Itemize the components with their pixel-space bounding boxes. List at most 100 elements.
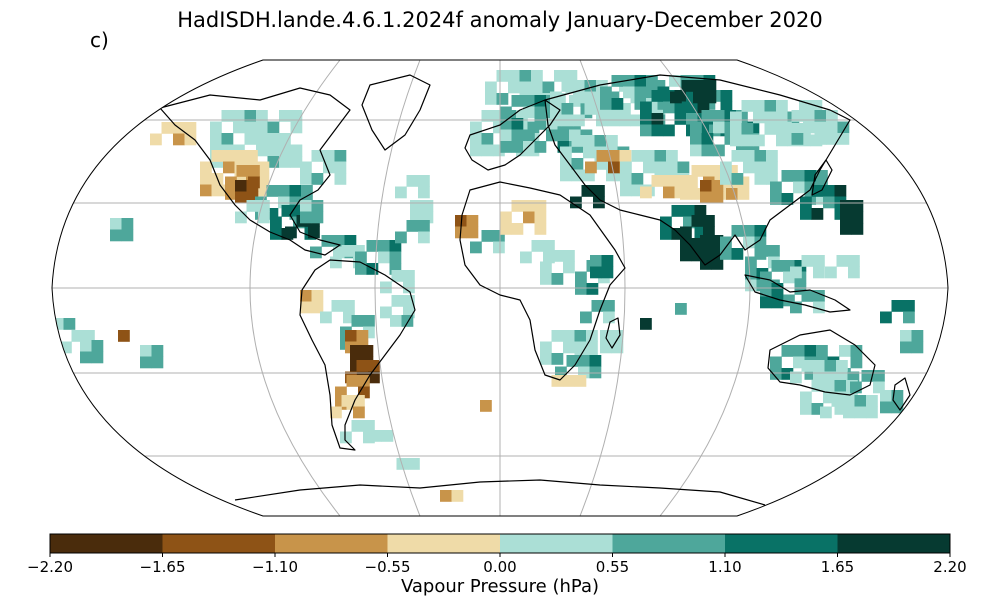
anomaly-cell <box>793 181 805 194</box>
anomaly-cell <box>563 261 575 274</box>
anomaly-cell <box>493 241 505 254</box>
anomaly-cell <box>804 345 817 357</box>
anomaly-cell <box>583 146 595 159</box>
anomaly-cell <box>589 366 602 379</box>
anomaly-cell <box>781 193 794 205</box>
anomaly-cell <box>300 173 312 185</box>
anomaly-cell <box>651 113 664 125</box>
coast-antarctica <box>234 479 766 506</box>
anomaly-cell <box>660 228 672 240</box>
anomaly-cell <box>493 144 505 157</box>
anomaly-cell <box>52 318 64 330</box>
anomaly-cell <box>850 356 863 369</box>
anomaly-cell <box>697 124 710 137</box>
anomaly-cell <box>531 240 544 252</box>
anomaly-cell <box>523 95 535 107</box>
anomaly-cell <box>623 75 635 87</box>
anomaly-cell <box>235 191 247 204</box>
anomaly-cell <box>594 158 607 170</box>
anomaly-cells <box>52 70 929 502</box>
anomaly-cell <box>823 196 835 209</box>
anomaly-cell <box>323 150 335 162</box>
anomaly-cell <box>793 170 805 182</box>
anomaly-cell <box>563 330 575 342</box>
anomaly-cell <box>511 223 524 235</box>
anomaly-cell <box>600 341 612 354</box>
anomaly-cell <box>825 266 837 279</box>
anomaly-cell <box>611 98 624 110</box>
anomaly-cell <box>511 200 524 212</box>
anomaly-cell <box>343 311 355 324</box>
anomaly-cell <box>554 70 566 82</box>
anomaly-cell <box>330 256 342 269</box>
anomaly-cell <box>233 110 245 122</box>
anomaly-cell <box>700 180 712 192</box>
anomaly-cell <box>257 161 270 174</box>
colorbar-swatch <box>387 534 501 553</box>
anomaly-cell <box>389 240 402 252</box>
colorbar-swatch <box>612 534 726 553</box>
anomaly-cell <box>300 200 312 212</box>
anomaly-cell <box>389 263 402 275</box>
anomaly-cell <box>421 211 434 224</box>
anomaly-cell <box>378 251 390 264</box>
anomaly-cell <box>811 380 824 392</box>
anomaly-cell <box>873 381 885 394</box>
colorbar-tick-label: 0.00 <box>483 558 517 576</box>
anomaly-cell <box>161 122 174 134</box>
anomaly-cell <box>80 340 92 352</box>
anomaly-cell <box>290 110 303 122</box>
anomaly-cell <box>211 150 224 162</box>
anomaly-cell <box>527 121 540 134</box>
meridian-60e <box>579 60 626 516</box>
anomaly-cell <box>584 80 597 92</box>
anomaly-cell <box>267 121 280 134</box>
anomaly-cell <box>150 133 162 146</box>
anomaly-cell <box>511 95 524 107</box>
meridian-120e <box>659 60 751 516</box>
colorbar-tick-label: −0.55 <box>364 558 411 576</box>
anomaly-cell <box>358 386 370 399</box>
anomaly-cell <box>583 135 595 147</box>
anomaly-cell <box>550 103 562 115</box>
anomaly-cell <box>780 133 792 145</box>
anomaly-cell <box>63 318 76 330</box>
anomaly-cell <box>540 341 552 354</box>
anomaly-cell <box>843 395 855 407</box>
anomaly-cell <box>791 133 804 145</box>
anomaly-cell <box>184 133 197 146</box>
anomaly-cell <box>596 150 609 162</box>
anomaly-cell <box>391 295 404 307</box>
anomaly-cell <box>300 211 312 224</box>
anomaly-cell <box>823 391 835 404</box>
anomaly-cell <box>540 353 552 365</box>
anomaly-cell <box>256 144 268 157</box>
anomaly-cell <box>663 90 675 102</box>
anomaly-cell <box>396 458 409 470</box>
anomaly-cell <box>221 110 234 122</box>
anomaly-cell <box>799 100 811 112</box>
anomaly-cell <box>754 236 767 249</box>
anomaly-cell <box>671 228 684 240</box>
anomaly-cell <box>823 185 835 197</box>
anomaly-cell <box>267 156 280 168</box>
anomaly-cell <box>611 330 624 342</box>
anomaly-cell <box>816 170 828 182</box>
anomaly-cell <box>720 248 732 260</box>
anomaly-cell <box>466 226 479 239</box>
anomaly-cell <box>631 150 644 162</box>
anomaly-cell <box>361 368 374 380</box>
anomaly-cell <box>731 248 744 260</box>
coast-europe <box>464 99 561 171</box>
anomaly-cell <box>813 290 825 302</box>
anomaly-cell <box>677 161 690 174</box>
anomaly-cell <box>246 180 259 192</box>
anomaly-cell <box>341 245 354 257</box>
anomaly-cell <box>311 150 324 162</box>
anomaly-cell <box>854 395 867 407</box>
anomaly-cell <box>674 113 687 125</box>
anomaly-cell <box>389 251 402 264</box>
anomaly-cell <box>563 250 575 262</box>
anomaly-cell <box>726 165 738 177</box>
